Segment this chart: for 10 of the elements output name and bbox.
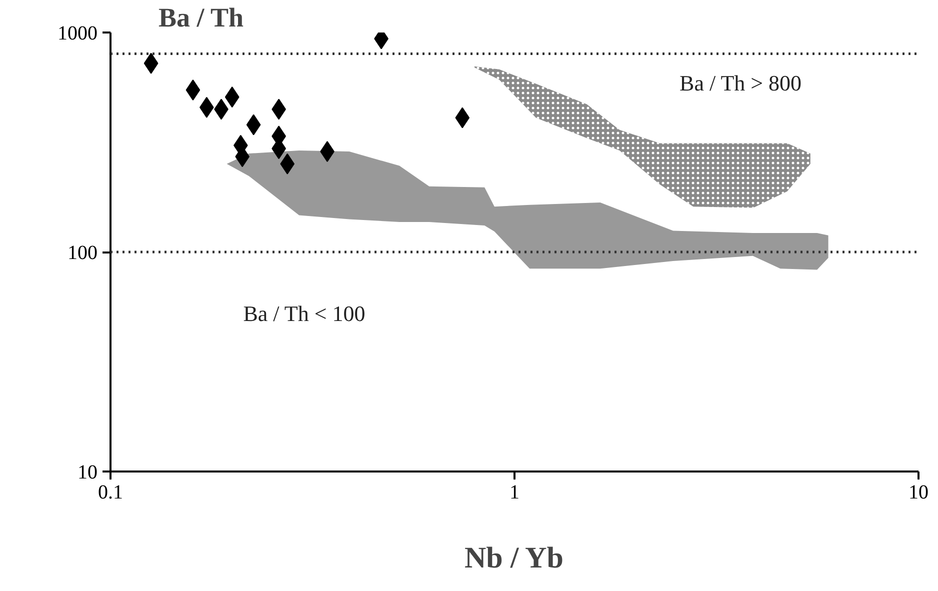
x-axis-title: Nb / Yb — [464, 542, 564, 574]
y-tick-label: 1000 — [58, 22, 98, 44]
annotation: Ba / Th > 800 — [680, 70, 802, 96]
y-axis-title: Ba / Th — [158, 2, 244, 32]
x-tick-label: 1 — [510, 482, 520, 504]
annotation: Ba / Th < 100 — [243, 300, 366, 326]
x-tick-label: 0.1 — [98, 482, 123, 504]
y-tick-label: 100 — [68, 242, 98, 264]
x-tick-label: 10 — [908, 482, 928, 504]
y-tick-label: 10 — [78, 462, 98, 484]
